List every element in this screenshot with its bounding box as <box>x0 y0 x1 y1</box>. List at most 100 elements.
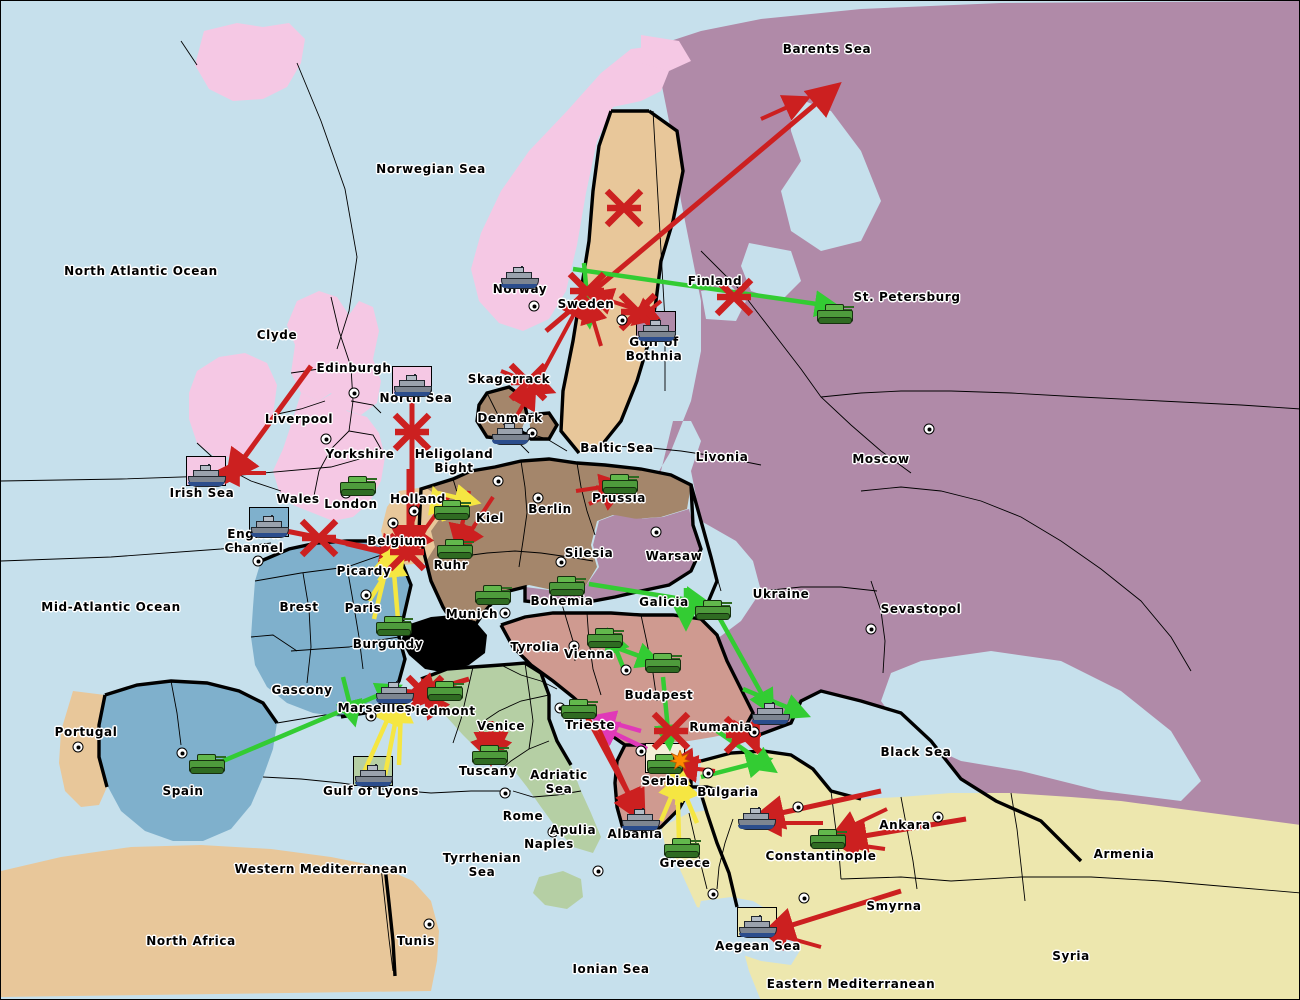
army-unit[interactable] <box>548 573 586 596</box>
tank-icon <box>586 625 624 648</box>
supply-center-icon <box>748 726 760 738</box>
army-unit[interactable] <box>474 582 512 605</box>
army-unit[interactable] <box>433 497 471 520</box>
fleet-unit[interactable] <box>251 515 289 538</box>
fleet-unit[interactable] <box>376 681 414 704</box>
bounce-x-icon <box>392 412 432 452</box>
bounce-x-icon <box>387 532 427 572</box>
army-unit[interactable] <box>644 650 682 673</box>
ship-icon <box>394 374 432 397</box>
tank-icon <box>339 473 377 496</box>
army-unit[interactable] <box>816 301 854 324</box>
ship-icon <box>739 915 777 938</box>
tank-icon <box>601 471 639 494</box>
tank-icon <box>471 742 509 765</box>
supply-center-icon <box>320 433 332 445</box>
supply-center-icon <box>792 801 804 813</box>
tank-icon <box>809 826 847 849</box>
supply-center-icon <box>707 888 719 900</box>
tank-icon <box>694 597 732 620</box>
fleet-unit[interactable] <box>492 422 530 445</box>
supply-center-icon <box>635 745 647 757</box>
ship-icon <box>355 764 393 787</box>
bounce-x-icon <box>508 362 548 402</box>
tank-icon <box>644 650 682 673</box>
supply-center-icon <box>348 387 360 399</box>
army-unit[interactable] <box>601 471 639 494</box>
fleet-unit[interactable] <box>738 807 776 830</box>
tank-icon <box>663 835 701 858</box>
ship-icon <box>501 266 539 289</box>
dislodge-burst-icon <box>668 748 692 770</box>
supply-center-icon <box>72 741 84 753</box>
ship-icon <box>376 681 414 704</box>
supply-center-icon <box>365 710 377 722</box>
fleet-unit[interactable] <box>188 464 226 487</box>
ship-icon <box>752 702 790 725</box>
supply-center-icon <box>176 747 188 759</box>
supply-center-icon <box>408 505 420 517</box>
tank-icon <box>560 696 598 719</box>
tank-icon <box>188 751 226 774</box>
army-unit[interactable] <box>694 597 732 620</box>
tank-icon <box>426 678 464 701</box>
supply-center-icon <box>592 865 604 877</box>
tank-icon <box>375 613 413 636</box>
army-unit[interactable] <box>339 473 377 496</box>
supply-center-icon <box>932 811 944 823</box>
supply-center-icon <box>923 423 935 435</box>
fleet-unit[interactable] <box>638 319 676 342</box>
fleet-unit[interactable] <box>355 764 393 787</box>
army-unit[interactable] <box>471 742 509 765</box>
bounce-x-icon <box>651 711 691 751</box>
supply-center-icon <box>360 589 372 601</box>
bounce-x-icon <box>714 277 754 317</box>
army-unit[interactable] <box>809 826 847 849</box>
fleet-unit[interactable] <box>622 808 660 831</box>
supply-center-icon <box>532 492 544 504</box>
supply-center-icon <box>616 314 628 326</box>
ship-icon <box>492 422 530 445</box>
army-unit[interactable] <box>188 751 226 774</box>
supply-center-icon <box>568 640 580 652</box>
bounce-x-icon <box>618 292 658 332</box>
bounce-x-icon <box>604 188 644 228</box>
supply-center-icon <box>702 767 714 779</box>
supply-center-icon <box>528 300 540 312</box>
bounce-x-icon <box>567 271 607 311</box>
ship-icon <box>251 515 289 538</box>
supply-center-icon <box>620 664 632 676</box>
supply-center-icon <box>526 427 538 439</box>
bounce-x-icon <box>299 518 339 558</box>
army-unit[interactable] <box>663 835 701 858</box>
ship-icon <box>622 808 660 831</box>
tank-icon <box>816 301 854 324</box>
supply-center-icon <box>492 475 504 487</box>
ship-icon <box>738 807 776 830</box>
supply-center-icon <box>865 623 877 635</box>
supply-center-icon <box>499 607 511 619</box>
supply-center-icon <box>798 892 810 904</box>
tank-icon <box>433 497 471 520</box>
fleet-unit[interactable] <box>752 702 790 725</box>
fleet-unit[interactable] <box>739 915 777 938</box>
supply-center-icon <box>547 826 559 838</box>
army-unit[interactable] <box>375 613 413 636</box>
ship-icon <box>188 464 226 487</box>
army-unit[interactable] <box>426 678 464 701</box>
supply-center-icon <box>555 556 567 568</box>
ship-icon <box>638 319 676 342</box>
army-unit[interactable] <box>586 625 624 648</box>
fleet-unit[interactable] <box>394 374 432 397</box>
army-unit[interactable] <box>560 696 598 719</box>
supply-center-icon <box>387 517 399 529</box>
supply-center-icon <box>650 526 662 538</box>
tank-icon <box>436 536 474 559</box>
supply-center-icon <box>423 918 435 930</box>
supply-center-icon <box>499 787 511 799</box>
army-unit[interactable] <box>436 536 474 559</box>
supply-center-icon <box>252 555 264 567</box>
fleet-unit[interactable] <box>501 266 539 289</box>
